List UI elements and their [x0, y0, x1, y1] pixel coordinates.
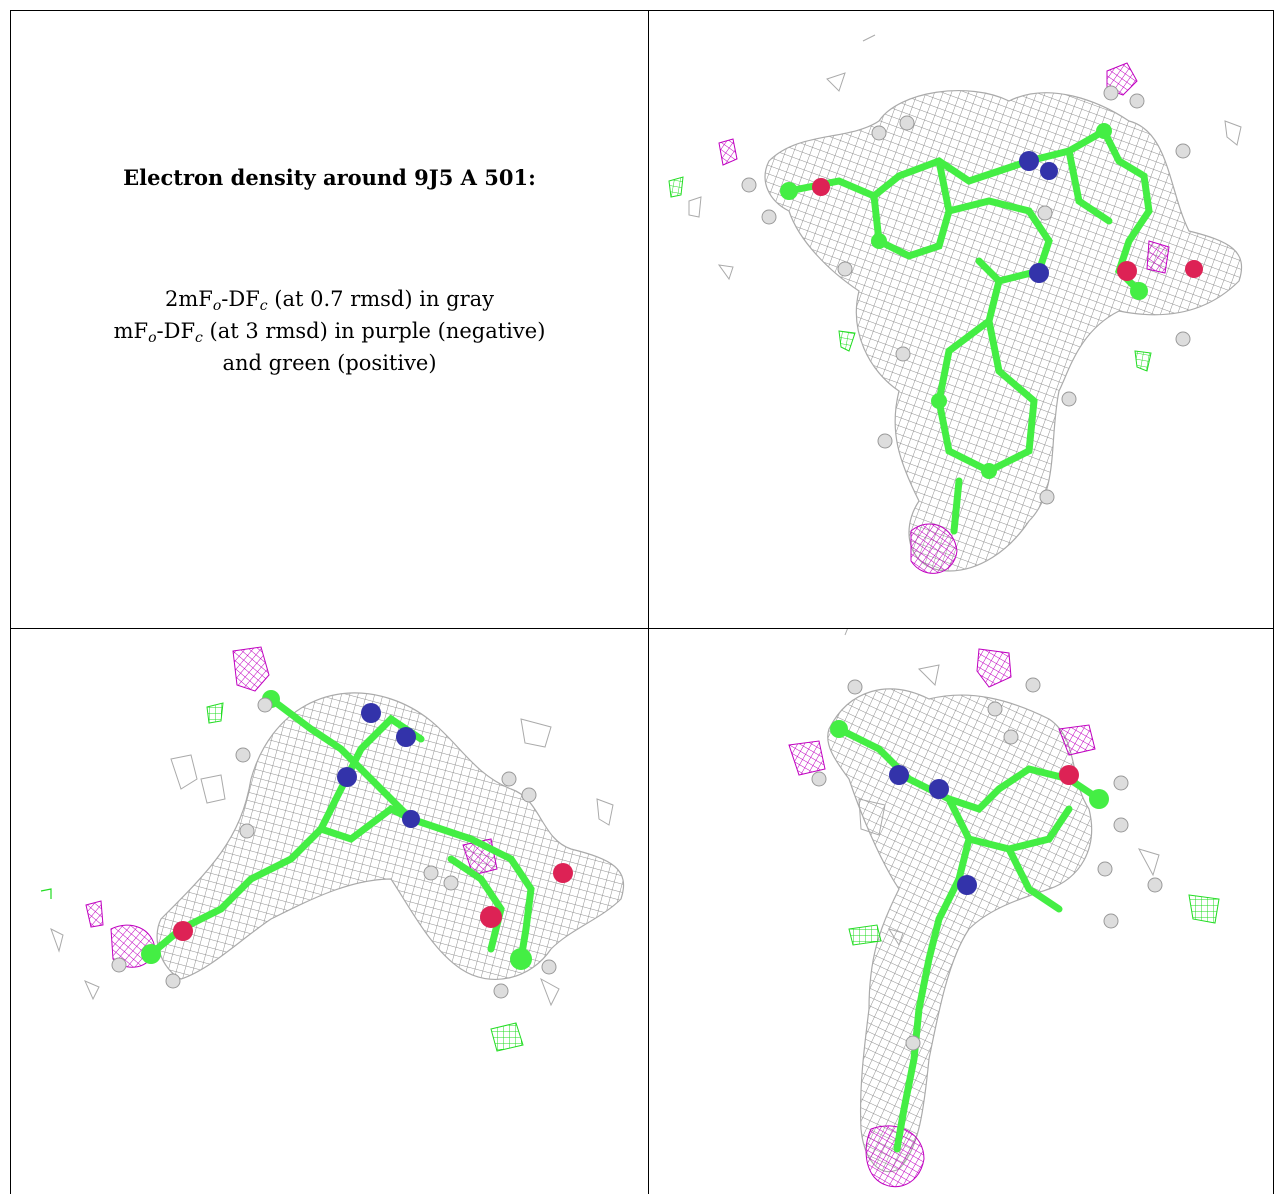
- mesh-positive-1: [206, 702, 224, 724]
- stray-mesh-fragments: [688, 34, 1242, 281]
- caption-cell: Electron density around 9J5 A 501: 2mFo-…: [11, 11, 648, 628]
- mesh-negative-4: [1146, 240, 1170, 274]
- stray-mesh-fragments: [844, 629, 1160, 947]
- figure-table-frame: [10, 10, 1274, 1194]
- ligand-bonds: [835, 725, 1103, 1153]
- mesh-negative-4: [85, 900, 104, 928]
- table-vertical-divider: [648, 10, 649, 1194]
- mesh-negative-2: [718, 138, 738, 166]
- mesh-positive-2: [838, 330, 856, 352]
- mesh-positive-2: [490, 1022, 524, 1052]
- caption-body: 2mFo-DFc (at 0.7 rmsd) in gray mFo-DFc (…: [11, 283, 648, 379]
- hydrogen-atoms: [741, 85, 1191, 505]
- mesh-negative-1: [976, 648, 1012, 688]
- mesh-2fofc: [156, 692, 625, 980]
- hydrogen-atoms: [111, 697, 557, 999]
- ligand-atoms: [830, 720, 1109, 895]
- ligand-atoms: [141, 690, 573, 970]
- caption-line-2fofc: 2mFo-DFc (at 0.7 rmsd) in gray: [164, 287, 495, 314]
- mesh-negative-3: [910, 523, 958, 574]
- density-view-bottom-left: [11, 629, 648, 1194]
- density-view-bottom-right: [649, 629, 1273, 1194]
- mesh-positive-1: [668, 176, 684, 198]
- mesh-negative-2: [788, 740, 826, 776]
- mesh-negative-1: [232, 646, 270, 692]
- mesh-2fofc: [764, 90, 1243, 572]
- density-view-top-right: [649, 11, 1273, 628]
- electron-density-render-1: [668, 34, 1243, 574]
- electron-density-render-3: [788, 629, 1220, 1188]
- hydrogen-atoms: [811, 677, 1163, 1051]
- caption-line-fofc: mFo-DFc (at 3 rmsd) in purple (negative): [113, 319, 546, 346]
- ligand-bonds: [785, 126, 1153, 535]
- caption-line-positive: and green (positive): [222, 351, 437, 375]
- mesh-positive-1: [848, 924, 882, 946]
- mesh-positive-2: [1188, 894, 1220, 924]
- table-horizontal-divider: [10, 628, 1274, 629]
- ligand-atoms: [780, 123, 1203, 479]
- electron-density-render-2: [40, 646, 625, 1052]
- ligand-bonds: [147, 695, 535, 963]
- stray-mesh-fragments: [50, 718, 614, 1007]
- mesh-positive-3: [1134, 350, 1152, 372]
- caption-title: Electron density around 9J5 A 501:: [123, 165, 536, 190]
- mesh-negative-3: [1058, 724, 1096, 756]
- mesh-2fofc: [827, 688, 1093, 1173]
- mesh-negative-4: [865, 1125, 925, 1188]
